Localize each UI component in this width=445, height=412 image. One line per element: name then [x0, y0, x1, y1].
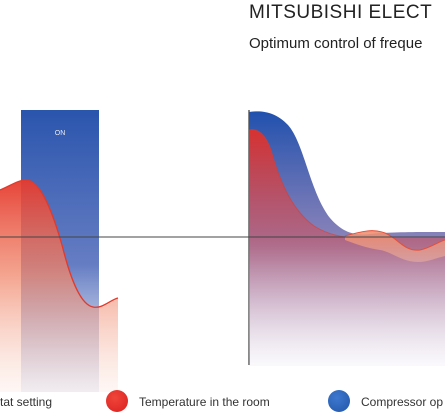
- temperature-curve-right: [248, 129, 361, 239]
- legend-item-compressor-label: Compressor op: [361, 395, 444, 409]
- temperature-area-left: [0, 180, 118, 392]
- legend-dot-temperature: [106, 390, 128, 412]
- legend-item-thermostat-label: tat setting: [0, 395, 53, 409]
- temperature-band-right: [345, 230, 445, 262]
- header-subtitle: Optimum control of freque: [249, 35, 423, 52]
- on-label: ON: [55, 130, 66, 137]
- header-title: MITSUBISHI ELECT: [249, 2, 433, 23]
- legend-dot-compressor: [328, 390, 350, 412]
- temperature-area-right: [249, 129, 445, 366]
- temperature-band-edge: [344, 230, 445, 251]
- temperature-curve-left: [0, 179, 119, 308]
- legend-item-temperature-label: Temperature in the room: [139, 395, 270, 409]
